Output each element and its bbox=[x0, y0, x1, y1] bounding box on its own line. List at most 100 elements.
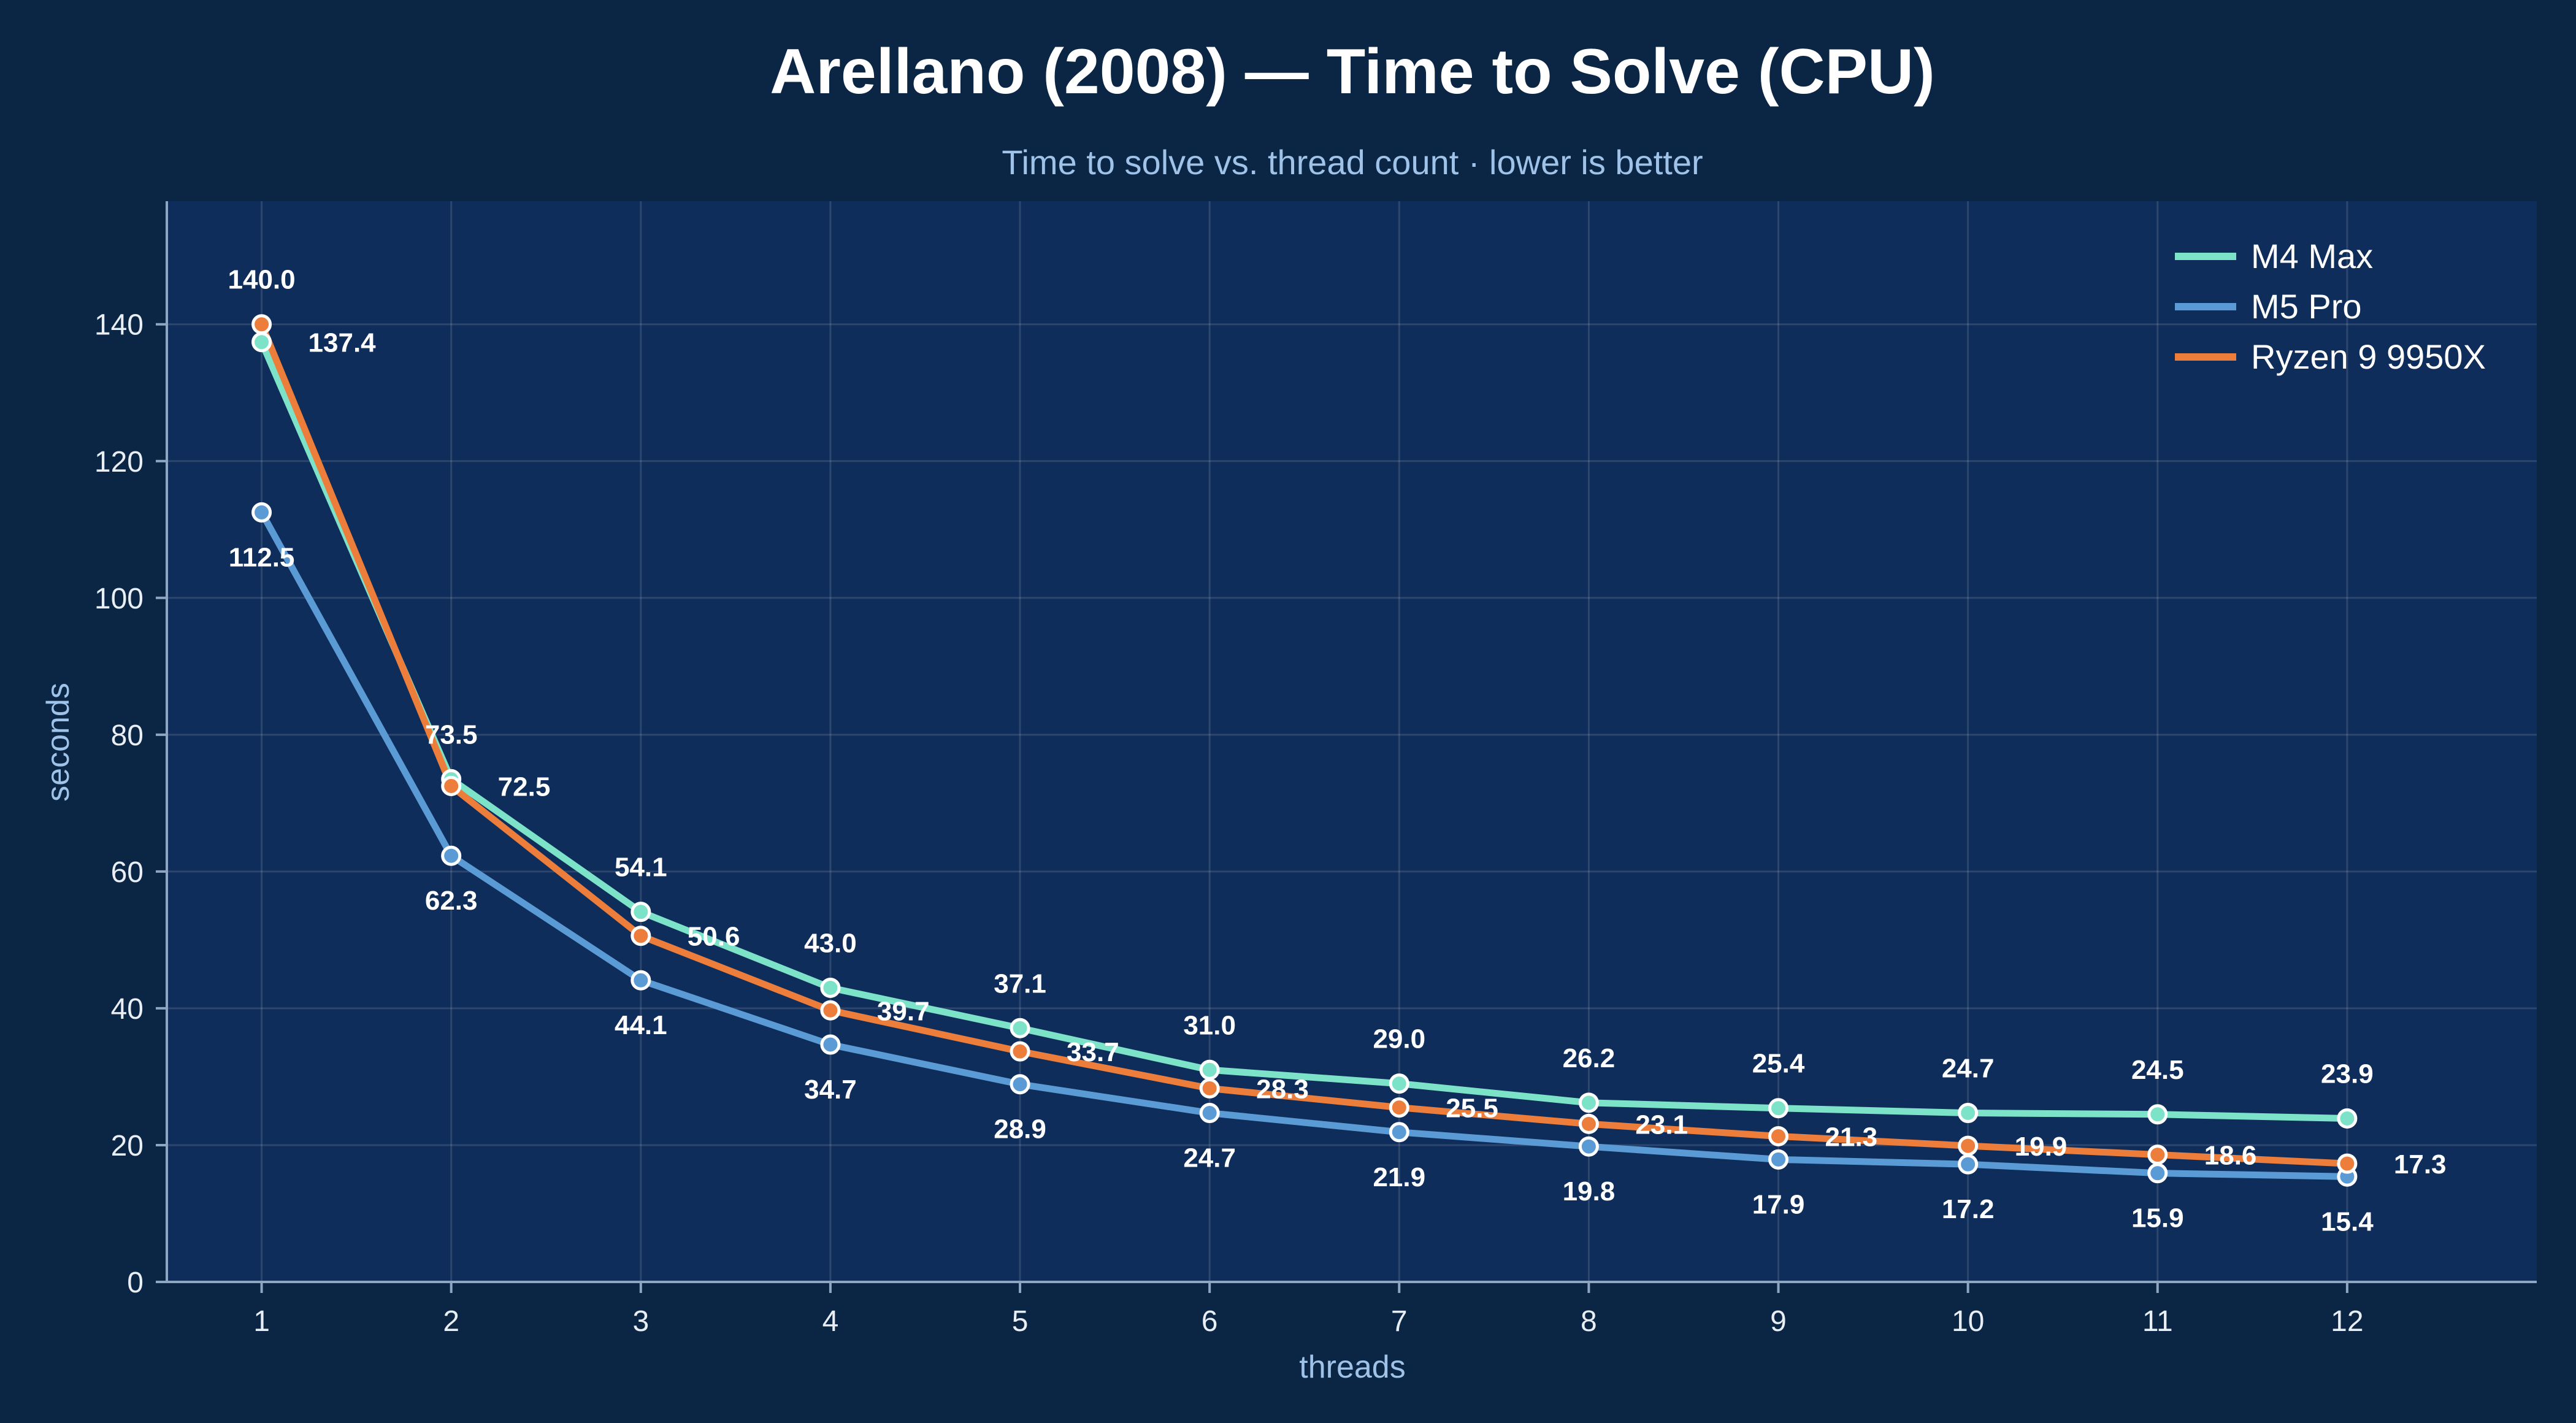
data-label: 24.5 bbox=[2131, 1055, 2184, 1085]
data-label: 25.4 bbox=[1752, 1049, 1805, 1079]
data-label: 28.9 bbox=[994, 1114, 1046, 1145]
x-tick-label: 10 bbox=[1952, 1305, 1984, 1338]
data-point bbox=[1768, 1149, 1789, 1170]
y-tick-label: 20 bbox=[111, 1130, 144, 1162]
x-tick-label: 7 bbox=[1391, 1305, 1408, 1338]
data-point bbox=[2147, 1163, 2168, 1184]
data-label: 24.7 bbox=[1942, 1054, 1995, 1084]
data-label: 26.2 bbox=[1563, 1043, 1616, 1073]
data-label: 19.9 bbox=[2015, 1132, 2068, 1162]
y-tick-label: 120 bbox=[94, 446, 144, 478]
data-point bbox=[1578, 1113, 1599, 1134]
data-label: 73.5 bbox=[425, 719, 478, 750]
data-point bbox=[820, 977, 841, 998]
data-label: 50.6 bbox=[688, 922, 740, 952]
data-label: 17.2 bbox=[1942, 1194, 1995, 1224]
data-label: 15.4 bbox=[2321, 1206, 2374, 1237]
data-label: 72.5 bbox=[498, 772, 551, 802]
x-tick-label: 1 bbox=[253, 1305, 270, 1338]
gridlines bbox=[167, 201, 2537, 1283]
data-point bbox=[1199, 1059, 1220, 1080]
data-label: 18.6 bbox=[2204, 1141, 2257, 1171]
data-point bbox=[1010, 1041, 1030, 1062]
data-point bbox=[1010, 1018, 1030, 1038]
data-point bbox=[1768, 1126, 1789, 1146]
data-label: 29.0 bbox=[1373, 1024, 1425, 1054]
data-point bbox=[1199, 1103, 1220, 1124]
plot-area bbox=[167, 201, 2537, 1282]
data-point bbox=[441, 775, 462, 796]
data-label: 54.1 bbox=[615, 853, 667, 883]
data-point bbox=[251, 314, 272, 335]
data-point bbox=[631, 970, 651, 991]
data-point bbox=[820, 1000, 841, 1021]
y-tick-label: 100 bbox=[94, 583, 144, 615]
data-point bbox=[1768, 1098, 1789, 1119]
x-tick-label: 9 bbox=[1770, 1305, 1787, 1338]
data-point bbox=[2337, 1153, 2358, 1174]
chart-title: Arellano (2008) — Time to Solve (CPU) bbox=[770, 36, 1934, 107]
series-line-1 bbox=[258, 510, 2347, 1180]
data-label: 140.0 bbox=[228, 265, 296, 295]
data-label: 28.3 bbox=[1256, 1074, 1309, 1104]
x-tick-label: 3 bbox=[632, 1305, 649, 1338]
data-label: 21.9 bbox=[1373, 1162, 1425, 1192]
data-point bbox=[820, 1034, 841, 1055]
data-point bbox=[631, 926, 651, 946]
data-point bbox=[1010, 1074, 1030, 1095]
data-point bbox=[251, 502, 272, 523]
series-line-2 bbox=[258, 323, 2348, 1167]
legend-label: M5 Pro bbox=[2251, 287, 2362, 326]
data-point bbox=[1199, 1078, 1220, 1099]
y-tick-label: 140 bbox=[94, 309, 144, 342]
data-label: 23.9 bbox=[2321, 1059, 2374, 1089]
data-label: 15.9 bbox=[2131, 1203, 2184, 1233]
y-tick-label: 80 bbox=[111, 719, 144, 752]
y-tick-label: 40 bbox=[111, 993, 144, 1026]
x-tick-label: 5 bbox=[1012, 1305, 1029, 1338]
x-axis-title: threads bbox=[1299, 1349, 1405, 1385]
data-label: 43.0 bbox=[804, 928, 857, 958]
data-label: 33.7 bbox=[1067, 1037, 1119, 1067]
data-label: 25.5 bbox=[1446, 1094, 1498, 1124]
data-label: 37.1 bbox=[994, 968, 1046, 999]
data-point bbox=[1389, 1097, 1409, 1118]
x-tick-label: 2 bbox=[443, 1305, 459, 1338]
data-point bbox=[1389, 1122, 1409, 1143]
legend-label: M4 Max bbox=[2251, 237, 2373, 275]
series-lines bbox=[258, 323, 2348, 1180]
legend: M4 Max M5 Pro Ryzen 9 9950X bbox=[2175, 237, 2486, 376]
data-point bbox=[441, 845, 462, 866]
x-tick-label: 11 bbox=[2142, 1305, 2173, 1338]
data-point bbox=[1389, 1073, 1409, 1094]
data-point bbox=[631, 902, 651, 922]
y-axis-title: seconds bbox=[40, 683, 76, 802]
x-tick-label: 8 bbox=[1581, 1305, 1597, 1338]
data-label: 31.0 bbox=[1183, 1010, 1236, 1040]
x-tick-label: 4 bbox=[822, 1305, 839, 1338]
series-points bbox=[251, 314, 2358, 1187]
data-label: 17.9 bbox=[1752, 1189, 1805, 1219]
data-labels: 137.4 112.5 140.0 73.5 62.3 72.5 54.1 44.1 50.6 4… bbox=[228, 265, 2447, 1237]
data-label: 17.3 bbox=[2394, 1149, 2447, 1179]
y-tick-label: 60 bbox=[111, 856, 144, 889]
data-label: 23.1 bbox=[1635, 1110, 1688, 1140]
y-tick-label: 0 bbox=[127, 1267, 144, 1299]
data-label: 39.7 bbox=[877, 996, 930, 1026]
data-point bbox=[2337, 1108, 2358, 1129]
x-tick-label: 6 bbox=[1202, 1305, 1218, 1338]
chart-subtitle: Time to solve vs. thread count · lower i… bbox=[1002, 143, 1703, 182]
data-label: 24.7 bbox=[1183, 1143, 1236, 1173]
data-label: 44.1 bbox=[615, 1010, 667, 1040]
data-point bbox=[251, 332, 272, 353]
data-label: 19.8 bbox=[1563, 1176, 1616, 1206]
data-point bbox=[1578, 1092, 1599, 1113]
data-label: 21.3 bbox=[1825, 1122, 1878, 1152]
data-label: 34.7 bbox=[804, 1075, 857, 1105]
series-line-0 bbox=[258, 340, 2347, 1122]
data-label: 62.3 bbox=[425, 886, 478, 916]
data-point bbox=[2147, 1145, 2168, 1165]
data-point bbox=[2147, 1104, 2168, 1125]
